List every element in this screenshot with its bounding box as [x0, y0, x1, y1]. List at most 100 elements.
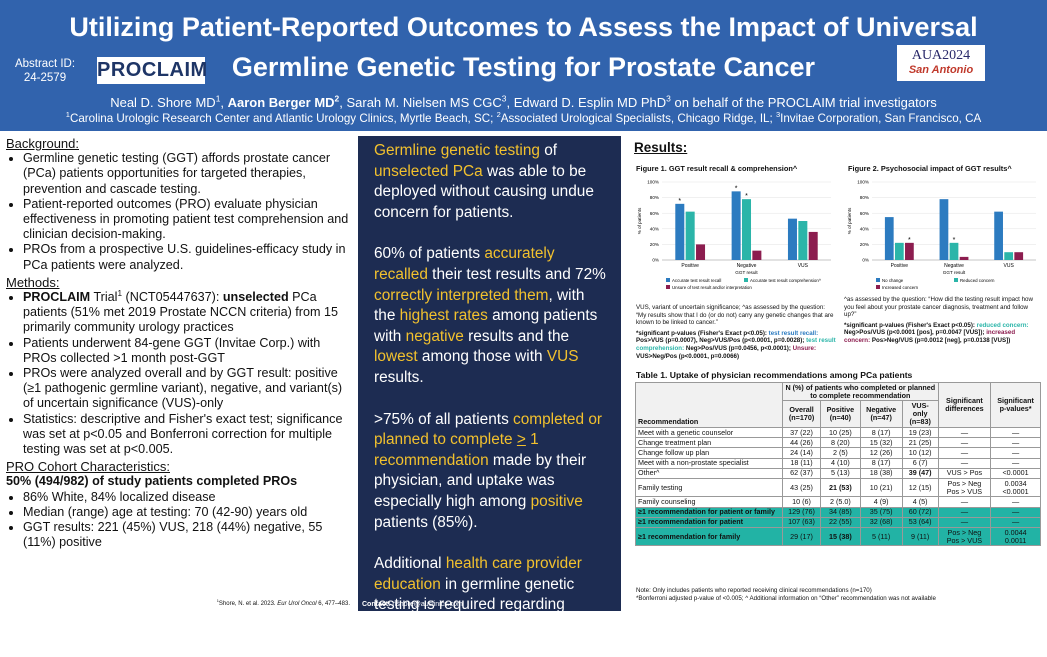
authors: Neal D. Shore MD1, Aaron Berger MD2, Sar…	[0, 94, 1047, 110]
meeting-city: San Antonio	[908, 64, 974, 76]
text-run: , Edward D. Esplin MD PhD	[506, 95, 667, 110]
meeting-logo: AUA2024 San Antonio	[897, 45, 985, 81]
text-run: on behalf of the PROCLAIM trial investig…	[670, 95, 937, 110]
text-run: among those with	[417, 348, 547, 366]
y-tick-label: 40%	[860, 226, 869, 231]
text-run: ^as assessed by the question: “How did t…	[844, 296, 1033, 319]
table-cell: 22 (55)	[820, 516, 861, 529]
bar	[1014, 252, 1024, 260]
bullet: GGT results: 221 (45%) VUS, 218 (44%) ne…	[23, 520, 350, 550]
table-cell: Family testing	[635, 478, 783, 498]
bullet: Patients underwent 84-gene GGT (Invitae …	[23, 336, 350, 366]
text-run: negative	[405, 327, 464, 345]
table-cell: —	[937, 457, 992, 469]
table-cell: 37 (22)	[781, 427, 822, 439]
table-cell: 6 (7)	[901, 457, 939, 469]
table-cell: —	[937, 496, 992, 508]
table-cell: 44 (26)	[781, 437, 822, 449]
table-cell: —	[990, 427, 1041, 439]
results-heading: Results:	[634, 140, 688, 155]
y-tick-label: 40%	[650, 226, 659, 231]
x-tick-label: Negative	[944, 263, 964, 269]
x-tick-label: VUS	[1004, 263, 1015, 269]
text-run: 1	[117, 288, 123, 298]
table-row: Family counseling 10 (6) 2 (5.0) 4 (9) 4 (5)…	[635, 496, 1041, 508]
figure-note: *significant p-values (Fisher's Exact p<…	[844, 322, 1040, 345]
table-cell: —	[990, 516, 1041, 529]
text-run: unselected	[222, 290, 289, 305]
table-cell: 15 (38)	[820, 527, 861, 547]
table-cell: —	[937, 516, 992, 529]
text-run: among patients with	[374, 307, 598, 345]
table-cell: ≥1 recommendation for patient or family	[635, 506, 783, 518]
text-run: 86% White, 84% localized disease	[23, 489, 216, 504]
column-header: Recommendation	[635, 381, 783, 429]
x-tick-label: Negative	[737, 263, 757, 269]
bar	[905, 242, 914, 260]
bullet: Median (range) age at testing: 70 (42-90…	[23, 505, 350, 520]
table-cell: —	[990, 506, 1041, 518]
table-cell: —	[937, 437, 992, 449]
figure-title: Figure 2. Psychosocial impact of GGT res…	[848, 164, 1012, 173]
table-cell: 34 (85)	[820, 506, 861, 518]
legend-label: Accurate test result recall	[672, 278, 721, 283]
text-run: was able to be deployed without causing …	[374, 162, 594, 221]
table-cell: ≥1 recommendation for family	[635, 527, 783, 547]
figure-note: *significant p-values (Fisher's Exact p<…	[636, 330, 836, 360]
meeting-name: AUA2024	[911, 48, 971, 63]
table-row: Other^ 62 (37) 5 (13) 18 (38) 39 (47) VUS > P…	[635, 467, 1041, 480]
bullet: Patient-reported outcomes (PRO) evaluate…	[23, 197, 350, 243]
table-cell: —	[937, 447, 992, 459]
text-run: PROCLAIM	[23, 290, 91, 305]
column-header: Significant p-values*	[990, 381, 1041, 429]
bar	[1004, 252, 1014, 260]
table-cell: Family counseling	[635, 496, 783, 508]
header-row: Recommendation N (%) of patients who comp…	[635, 381, 1041, 429]
table-cell: 53 (64)	[901, 516, 939, 529]
table-cell: 10 (12)	[901, 447, 939, 459]
abstract-id: 24-2579	[23, 72, 67, 84]
table-cell: 24 (14)	[781, 447, 822, 459]
text-run: health care provider education	[374, 555, 582, 593]
text-run: VUS>Neg/Pos (p<0.0001, p=0.0066)	[636, 352, 740, 360]
abstract-label: Abstract ID:	[14, 58, 76, 70]
text-run: results and the	[463, 327, 570, 345]
finding: 60% of patients accurately recalled thei…	[374, 244, 607, 388]
cohort-lead: 50% (494/982) of study patients complete…	[6, 474, 298, 489]
y-tick-label: 100%	[857, 180, 869, 185]
bar	[808, 231, 818, 260]
column-header: Positive (n=40)	[820, 400, 861, 429]
text-run: ,	[220, 95, 228, 110]
legend-swatch	[954, 278, 958, 282]
bar	[949, 242, 959, 260]
text-run: nshore@auclinics.com	[390, 601, 463, 608]
bullet-list: PROCLAIM Trial1 (NCT05447637): unselecte…	[6, 288, 350, 457]
text-run: patients (85%).	[374, 513, 478, 531]
table-cell: 43 (25)	[781, 478, 822, 498]
text-run: 1 recommendation	[374, 431, 539, 469]
figure-title: Figure 1. GGT result recall & comprehens…	[636, 164, 798, 173]
table-cell: 4 (9)	[859, 496, 903, 508]
table-cell: Meet with a non-prostate specialist	[635, 457, 783, 469]
text-run: completed or planned to complete	[374, 410, 603, 449]
text-run: accurately recalled	[374, 245, 555, 283]
header: Abstract ID: 24-2579 PROCLAIM Utilizing …	[0, 0, 1047, 131]
y-tick-label: 20%	[860, 242, 869, 247]
x-tick-label: Positive	[681, 263, 699, 269]
legend-swatch	[744, 278, 748, 282]
poster: Abstract ID: 24-2579 PROCLAIM Utilizing …	[0, 0, 1047, 611]
text-run: lowest	[374, 348, 418, 366]
recommendation-table: Recommendation N (%) of patients who comp…	[635, 381, 1041, 547]
text-run: Patients underwent 84-gene GGT (Invitae …	[23, 335, 321, 365]
text-run: Associated Urological Specialists, Chica…	[500, 112, 776, 125]
group-header: N (%) of patients who completed or plann…	[782, 381, 939, 402]
text-run: unselected PCa	[374, 162, 483, 180]
text-run: PCa patients (51% met 2019 Prostate NCCN…	[23, 290, 338, 335]
table-cell: 10 (6)	[781, 496, 822, 508]
table-cell: 10 (21)	[859, 478, 903, 498]
text-run: VUS, variant of uncertain significance; …	[636, 304, 834, 327]
text-run: correctly interpreted them	[374, 286, 549, 304]
text-run: test result recall:	[768, 329, 819, 337]
table-cell: —	[937, 506, 992, 518]
table-note: *Bonferroni adjusted p-value of <0.005; …	[636, 594, 936, 602]
